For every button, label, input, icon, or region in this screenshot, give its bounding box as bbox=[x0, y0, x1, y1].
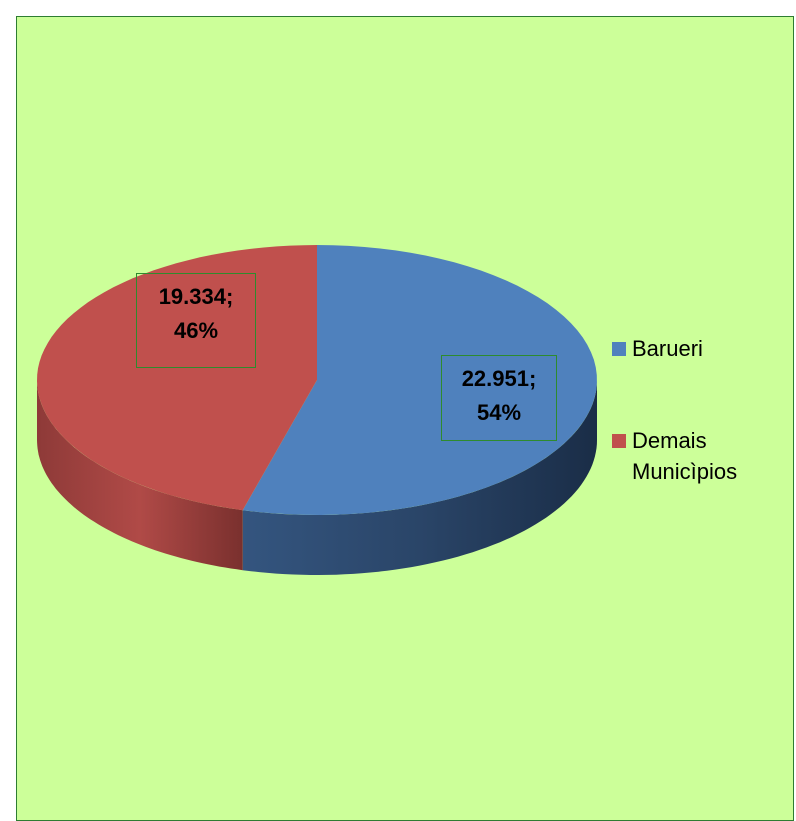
slice-side bbox=[242, 380, 597, 575]
legend-label: Demais Municìpios bbox=[632, 428, 738, 484]
legend-swatch bbox=[612, 434, 626, 448]
legend-label: Barueri bbox=[632, 336, 703, 361]
legend-swatch bbox=[612, 342, 626, 356]
data-label: 22.951; 54% bbox=[441, 355, 557, 441]
legend-item: Barueri bbox=[612, 333, 782, 364]
legend-item: Demais Municìpios bbox=[612, 425, 782, 487]
data-label: 19.334; 46% bbox=[136, 273, 256, 368]
slice-side bbox=[37, 380, 243, 571]
slice bbox=[242, 245, 597, 515]
slice bbox=[37, 245, 317, 511]
